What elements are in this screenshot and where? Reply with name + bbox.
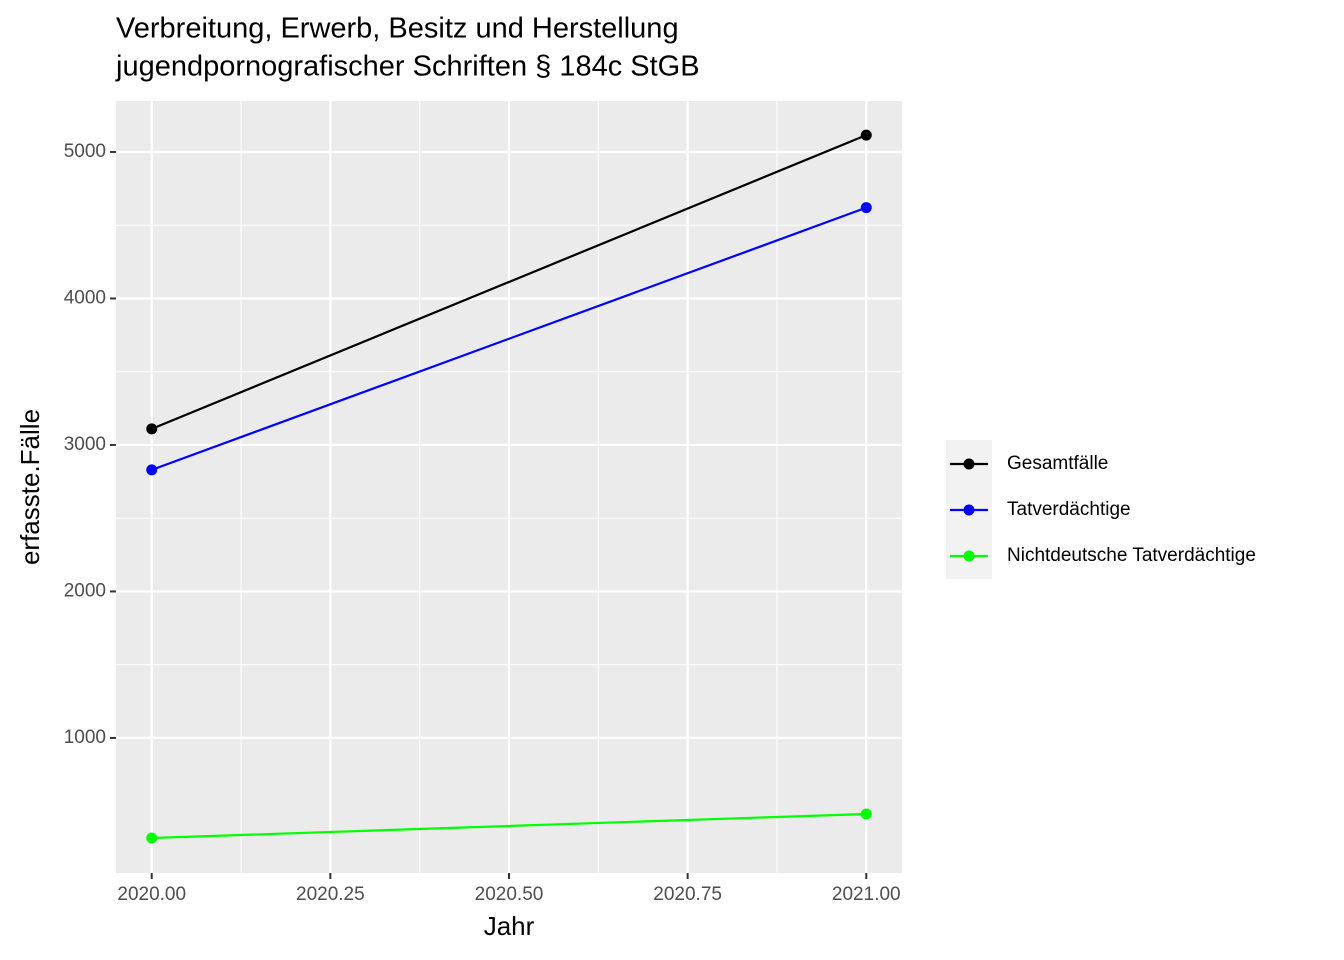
y-tick-label: 5000	[64, 141, 106, 162]
data-point	[860, 202, 872, 214]
x-tick-label: 2021.00	[832, 884, 901, 905]
y-tick-label: 3000	[64, 434, 106, 455]
y-axis-title: erfasste.Fälle	[15, 409, 45, 565]
x-tick-label: 2020.00	[117, 884, 186, 905]
grid	[116, 101, 902, 873]
chart-title: jugendpornografischer Schriften § 184c S…	[115, 51, 700, 83]
y-tick-label: 1000	[64, 727, 106, 748]
x-tick-label: 2020.25	[296, 884, 365, 905]
series-line	[151, 812, 867, 840]
data-point	[146, 464, 158, 476]
y-tick-label: 2000	[64, 580, 106, 601]
x-axis-title: Jahr	[484, 911, 535, 941]
x-tick-label: 2020.50	[475, 884, 544, 905]
data-point	[860, 808, 872, 820]
series-line	[151, 206, 867, 471]
legend-label: Tatverdächtige	[1007, 499, 1131, 520]
marks	[146, 129, 872, 844]
data-point	[860, 129, 872, 141]
legend-label: Nichtdeutsche Tatverdächtige	[1007, 545, 1256, 566]
legend-key-point	[963, 550, 975, 562]
legend-key-point	[963, 458, 975, 470]
legend-label: Gesamtfälle	[1007, 453, 1108, 474]
chart-title: Verbreitung, Erwerb, Besitz und Herstell…	[116, 13, 679, 45]
data-point	[146, 832, 158, 844]
legend-key-point	[963, 504, 975, 516]
data-point	[146, 423, 158, 435]
y-tick-label: 4000	[64, 287, 106, 308]
series-line	[151, 134, 867, 430]
x-tick-label: 2020.75	[653, 884, 722, 905]
